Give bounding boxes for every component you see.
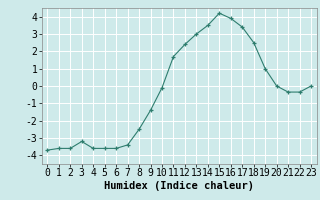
X-axis label: Humidex (Indice chaleur): Humidex (Indice chaleur)	[104, 181, 254, 191]
